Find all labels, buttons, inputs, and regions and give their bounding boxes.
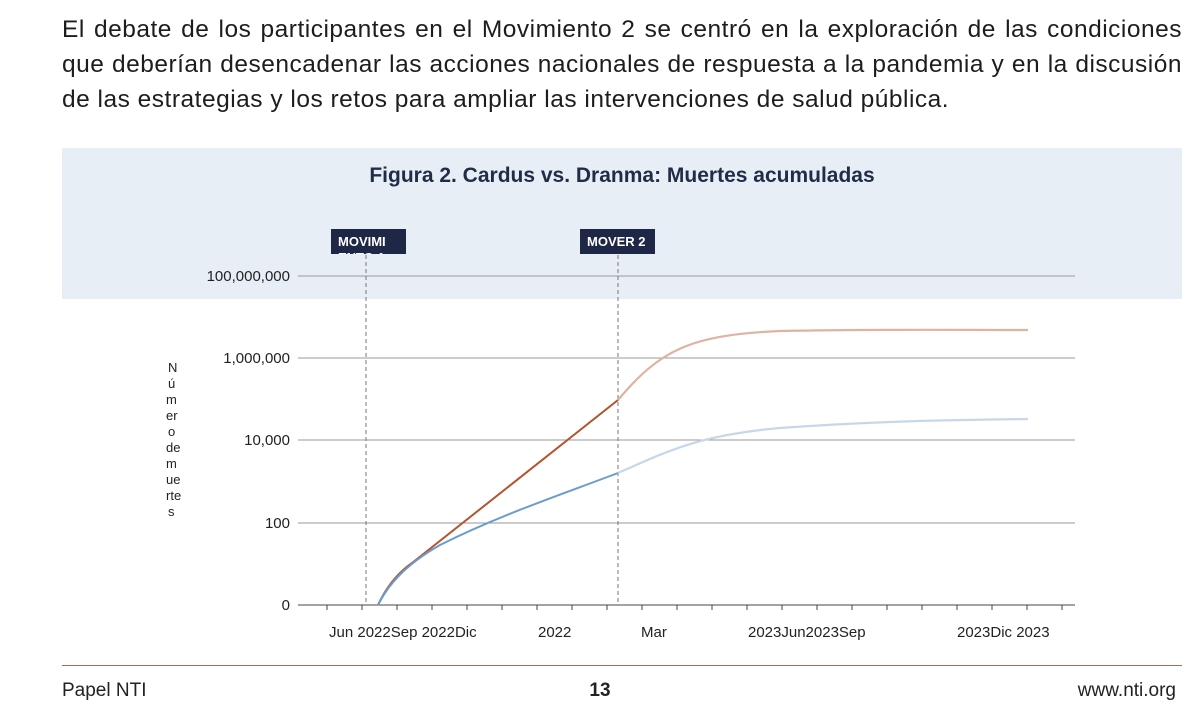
series-dranma-projection xyxy=(617,328,1029,401)
marker-label-mover-2: MOVER 2 xyxy=(580,229,655,254)
series-dranma-line xyxy=(377,399,619,606)
y-tick-label: 100 xyxy=(265,515,290,532)
y-tick-label: 10,000 xyxy=(244,432,290,449)
figure-header-band xyxy=(62,148,1182,299)
x-axis-ticks xyxy=(326,605,1063,610)
figure-title: Figura 2. Cardus vs. Dranma: Muertes acu… xyxy=(369,164,875,187)
y-tick-label: 100,000,000 xyxy=(207,268,290,285)
series-cardus-line xyxy=(377,472,619,606)
svg-text:MOVER 2: MOVER 2 xyxy=(587,234,646,249)
y-axis-label: N ú m er o de m ue rte s xyxy=(166,360,185,519)
cumulative-deaths-chart: 100,000,000 1,000,000 10,000 100 0 N ú m… xyxy=(166,229,1075,641)
footer-rule xyxy=(62,665,1182,666)
footer-publication: Papel NTI xyxy=(62,680,147,701)
x-tick-label: Jun 2022Sep 2022Dic xyxy=(329,624,477,641)
page-number: 13 xyxy=(589,680,611,701)
x-tick-label: Mar xyxy=(641,624,667,641)
y-tick-label: 1,000,000 xyxy=(223,350,290,367)
svg-text:MOVIMI: MOVIMI xyxy=(338,234,386,249)
x-tick-label: 2023Dic 2023 xyxy=(957,624,1050,641)
series-cardus-projection xyxy=(617,417,1029,475)
y-tick-label: 0 xyxy=(282,597,290,614)
svg-text:ENTO 1: ENTO 1 xyxy=(338,250,385,265)
series-cardus xyxy=(377,417,1029,606)
x-tick-label: 2023Jun2023Sep xyxy=(748,624,866,641)
y-gridlines xyxy=(298,275,1075,524)
x-tick-label: 2022 xyxy=(538,624,571,641)
series-dranma xyxy=(377,328,1029,606)
body-paragraph: El debate de los participantes en el Mov… xyxy=(62,16,1182,113)
footer-website: www.nti.org xyxy=(1077,680,1176,701)
marker-label-movimiento-1: MOVIMI ENTO 1 xyxy=(331,229,406,265)
